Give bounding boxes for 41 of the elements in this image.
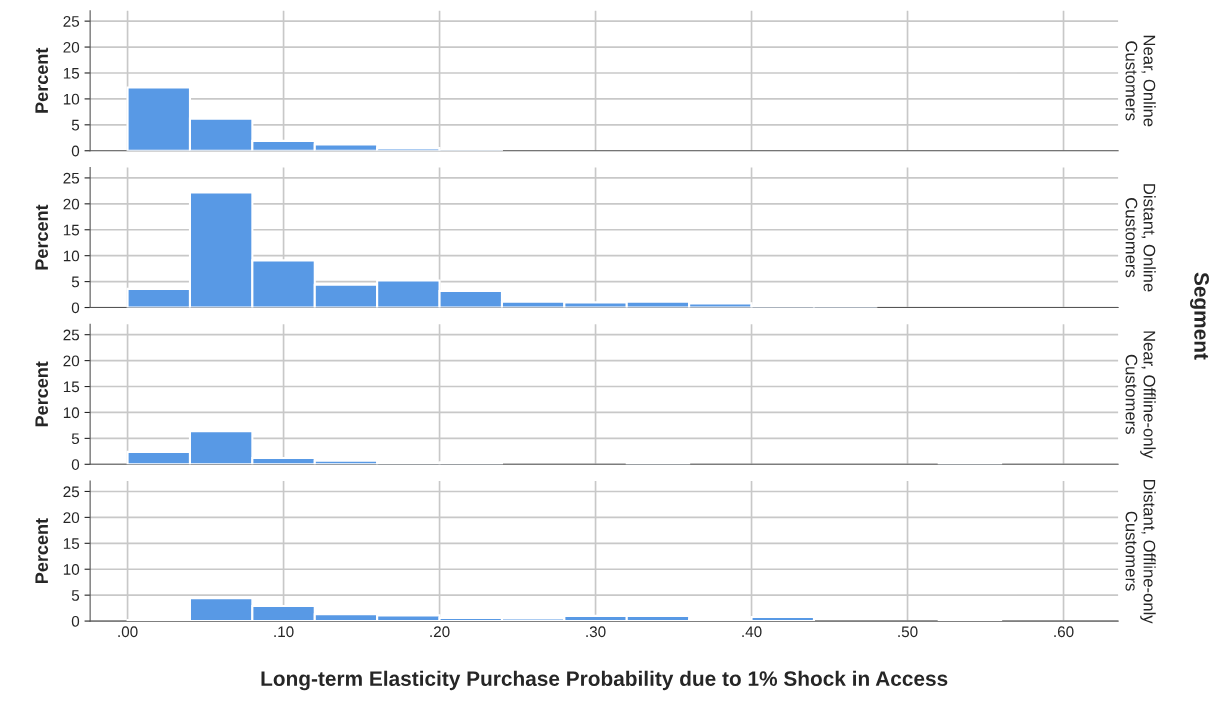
y-axis-title: Percent <box>35 518 49 583</box>
x-tick-label: .40 <box>742 626 762 638</box>
x-tick-label: .00 <box>118 626 138 638</box>
x-tick-label: .20 <box>430 626 450 638</box>
y-tick-label: 25 <box>63 486 80 498</box>
y-tick-label: 0 <box>71 145 80 157</box>
x-tick-label: .50 <box>898 626 918 638</box>
y-tick-label: 5 <box>71 433 80 445</box>
y-tick-label: 10 <box>63 407 80 419</box>
x-tick-label: .30 <box>586 626 606 638</box>
y-tick-label: 0 <box>71 459 80 470</box>
y-tick-label: 5 <box>71 590 80 601</box>
x-tick-label: .60 <box>1054 626 1074 638</box>
y-axis-title: Percent <box>35 47 49 113</box>
y-axis-title: Percent <box>35 361 49 427</box>
y-axis-title: Percent <box>35 204 49 270</box>
text: Near, Online Customers <box>1125 35 1156 127</box>
y-tick-label: 15 <box>63 68 80 79</box>
y-tick-label: 20 <box>63 512 80 524</box>
y-tick-label: 25 <box>63 329 80 341</box>
y-tick-label: 25 <box>63 16 80 27</box>
y-tick-label: 20 <box>63 198 80 210</box>
y-tick-label: 10 <box>63 93 80 105</box>
y-tick-label: 15 <box>63 224 80 236</box>
y-tick-label: 0 <box>71 615 80 627</box>
y-tick-label: 20 <box>63 41 80 53</box>
y-tick-label: 5 <box>71 119 80 131</box>
y-tick-label: 10 <box>63 250 80 262</box>
y-tick-label: 0 <box>71 302 80 314</box>
text: Near, Offline-only Customers <box>1125 331 1156 459</box>
x-axis-title: Long-term Elasticity Purchase Probability due to 1% Shock in Access <box>261 670 948 691</box>
text: Distant, Offline-only Customers <box>1125 479 1156 624</box>
y-tick-label: 15 <box>63 381 80 393</box>
x-tick-label: .10 <box>274 626 294 638</box>
y-tick-label: 15 <box>63 538 80 549</box>
y-tick-label: 5 <box>71 276 80 288</box>
y-tick-label: 10 <box>63 564 80 575</box>
text: Segment <box>1190 272 1209 360</box>
y-tick-label: 20 <box>63 355 80 367</box>
text: Distant, Online Customers <box>1125 184 1156 292</box>
y-tick-label: 25 <box>63 172 80 184</box>
